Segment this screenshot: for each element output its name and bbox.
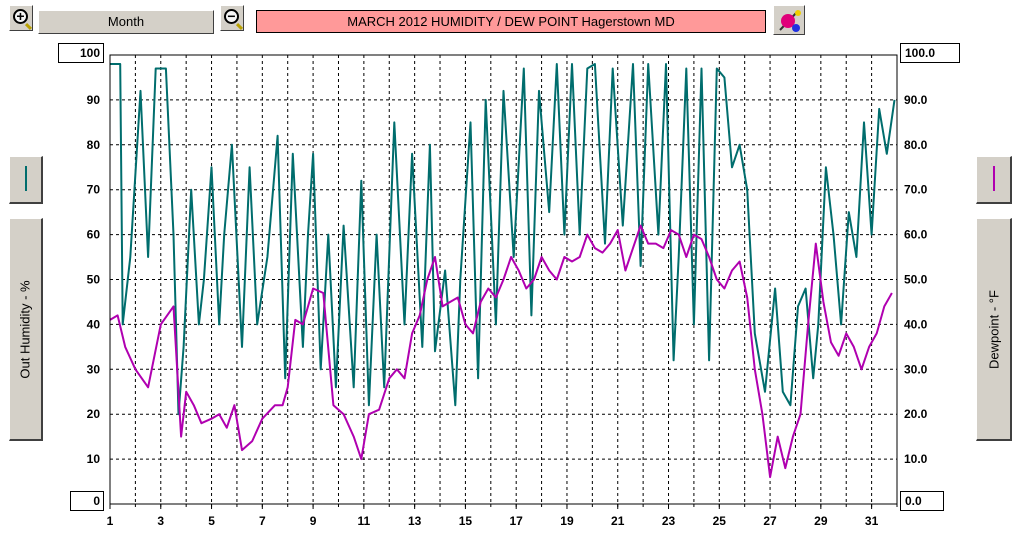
left-tick-label: 50 (87, 273, 101, 287)
x-tick-label: 11 (358, 514, 371, 528)
x-tick-label: 29 (814, 514, 828, 528)
x-tick-label: 7 (259, 514, 266, 528)
x-tick-label: 27 (763, 514, 777, 528)
right-axis-max: 100.0 (900, 43, 960, 63)
humidity-series-button[interactable] (9, 156, 43, 204)
humidity-series-line (110, 63, 896, 416)
x-tick-label: 17 (510, 514, 524, 528)
right-tick-labels: 90.0 80.0 70.0 60.0 50.0 40.0 30.0 20.0 10.0 (904, 93, 928, 466)
x-tick-label: 9 (310, 514, 317, 528)
left-axis-max: 100 (58, 43, 104, 63)
plot-border (109, 54, 898, 505)
right-tick-label: 30.0 (904, 362, 928, 376)
left-axis-min: 0 (70, 491, 104, 511)
x-tick-label: 15 (459, 514, 473, 528)
right-tick-label: 20.0 (904, 407, 928, 421)
zoom-out-button[interactable]: − (220, 5, 244, 31)
palette-brush-icon (779, 10, 801, 32)
right-tick-label: 40.0 (904, 317, 928, 331)
zoom-in-icon: + (13, 8, 28, 24)
right-tick-label: 60.0 (904, 228, 928, 242)
palette-button[interactable] (773, 5, 805, 35)
zoom-out-icon: − (224, 8, 239, 24)
zoom-in-button[interactable]: + (9, 5, 33, 31)
x-tick-label: 21 (611, 514, 625, 528)
x-tick-label: 25 (713, 514, 727, 528)
left-tick-label: 60 (87, 228, 101, 242)
x-tick-label: 3 (157, 514, 164, 528)
teal-line-icon (25, 166, 27, 191)
series-layer (109, 63, 896, 479)
x-tick-label: 19 (560, 514, 574, 528)
left-tick-label: 20 (87, 407, 101, 421)
left-tick-label: 80 (87, 138, 101, 152)
right-axis-min: 0.0 (900, 491, 944, 511)
x-tick-label: 23 (662, 514, 676, 528)
right-tick-label: 80.0 (904, 138, 928, 152)
chart-title: MARCH 2012 HUMIDITY / DEW POINT Hagersto… (256, 10, 766, 33)
dewpoint-series-button[interactable] (976, 156, 1012, 204)
dewpoint-series-line (109, 224, 893, 479)
left-tick-label: 90 (87, 93, 101, 107)
x-tick-label: 13 (408, 514, 422, 528)
plot-frame (109, 54, 898, 505)
x-tick-label: 31 (865, 514, 879, 528)
x-tick-labels: 1 3 5 7 9 11 13 15 17 19 21 23 25 27 29 31 (107, 504, 898, 528)
x-tick-label: 5 (208, 514, 215, 528)
magenta-line-icon (993, 166, 995, 191)
x-tick-label: 1 (107, 514, 114, 528)
right-tick-label: 90.0 (904, 93, 928, 107)
right-axis-title-button[interactable]: Dewpoint - °F (976, 218, 1012, 441)
left-tick-labels: 90 80 70 60 50 40 30 20 10 (87, 93, 101, 466)
right-tick-label: 10.0 (904, 452, 928, 466)
right-tick-label: 50.0 (904, 273, 928, 287)
right-tick-label: 70.0 (904, 183, 928, 197)
left-axis-title-button[interactable]: Out Humidity - % (9, 218, 43, 441)
left-tick-label: 10 (87, 452, 101, 466)
left-tick-label: 70 (87, 183, 101, 197)
left-tick-label: 30 (87, 362, 101, 376)
period-button[interactable]: Month (38, 10, 214, 34)
left-tick-label: 40 (87, 317, 101, 331)
